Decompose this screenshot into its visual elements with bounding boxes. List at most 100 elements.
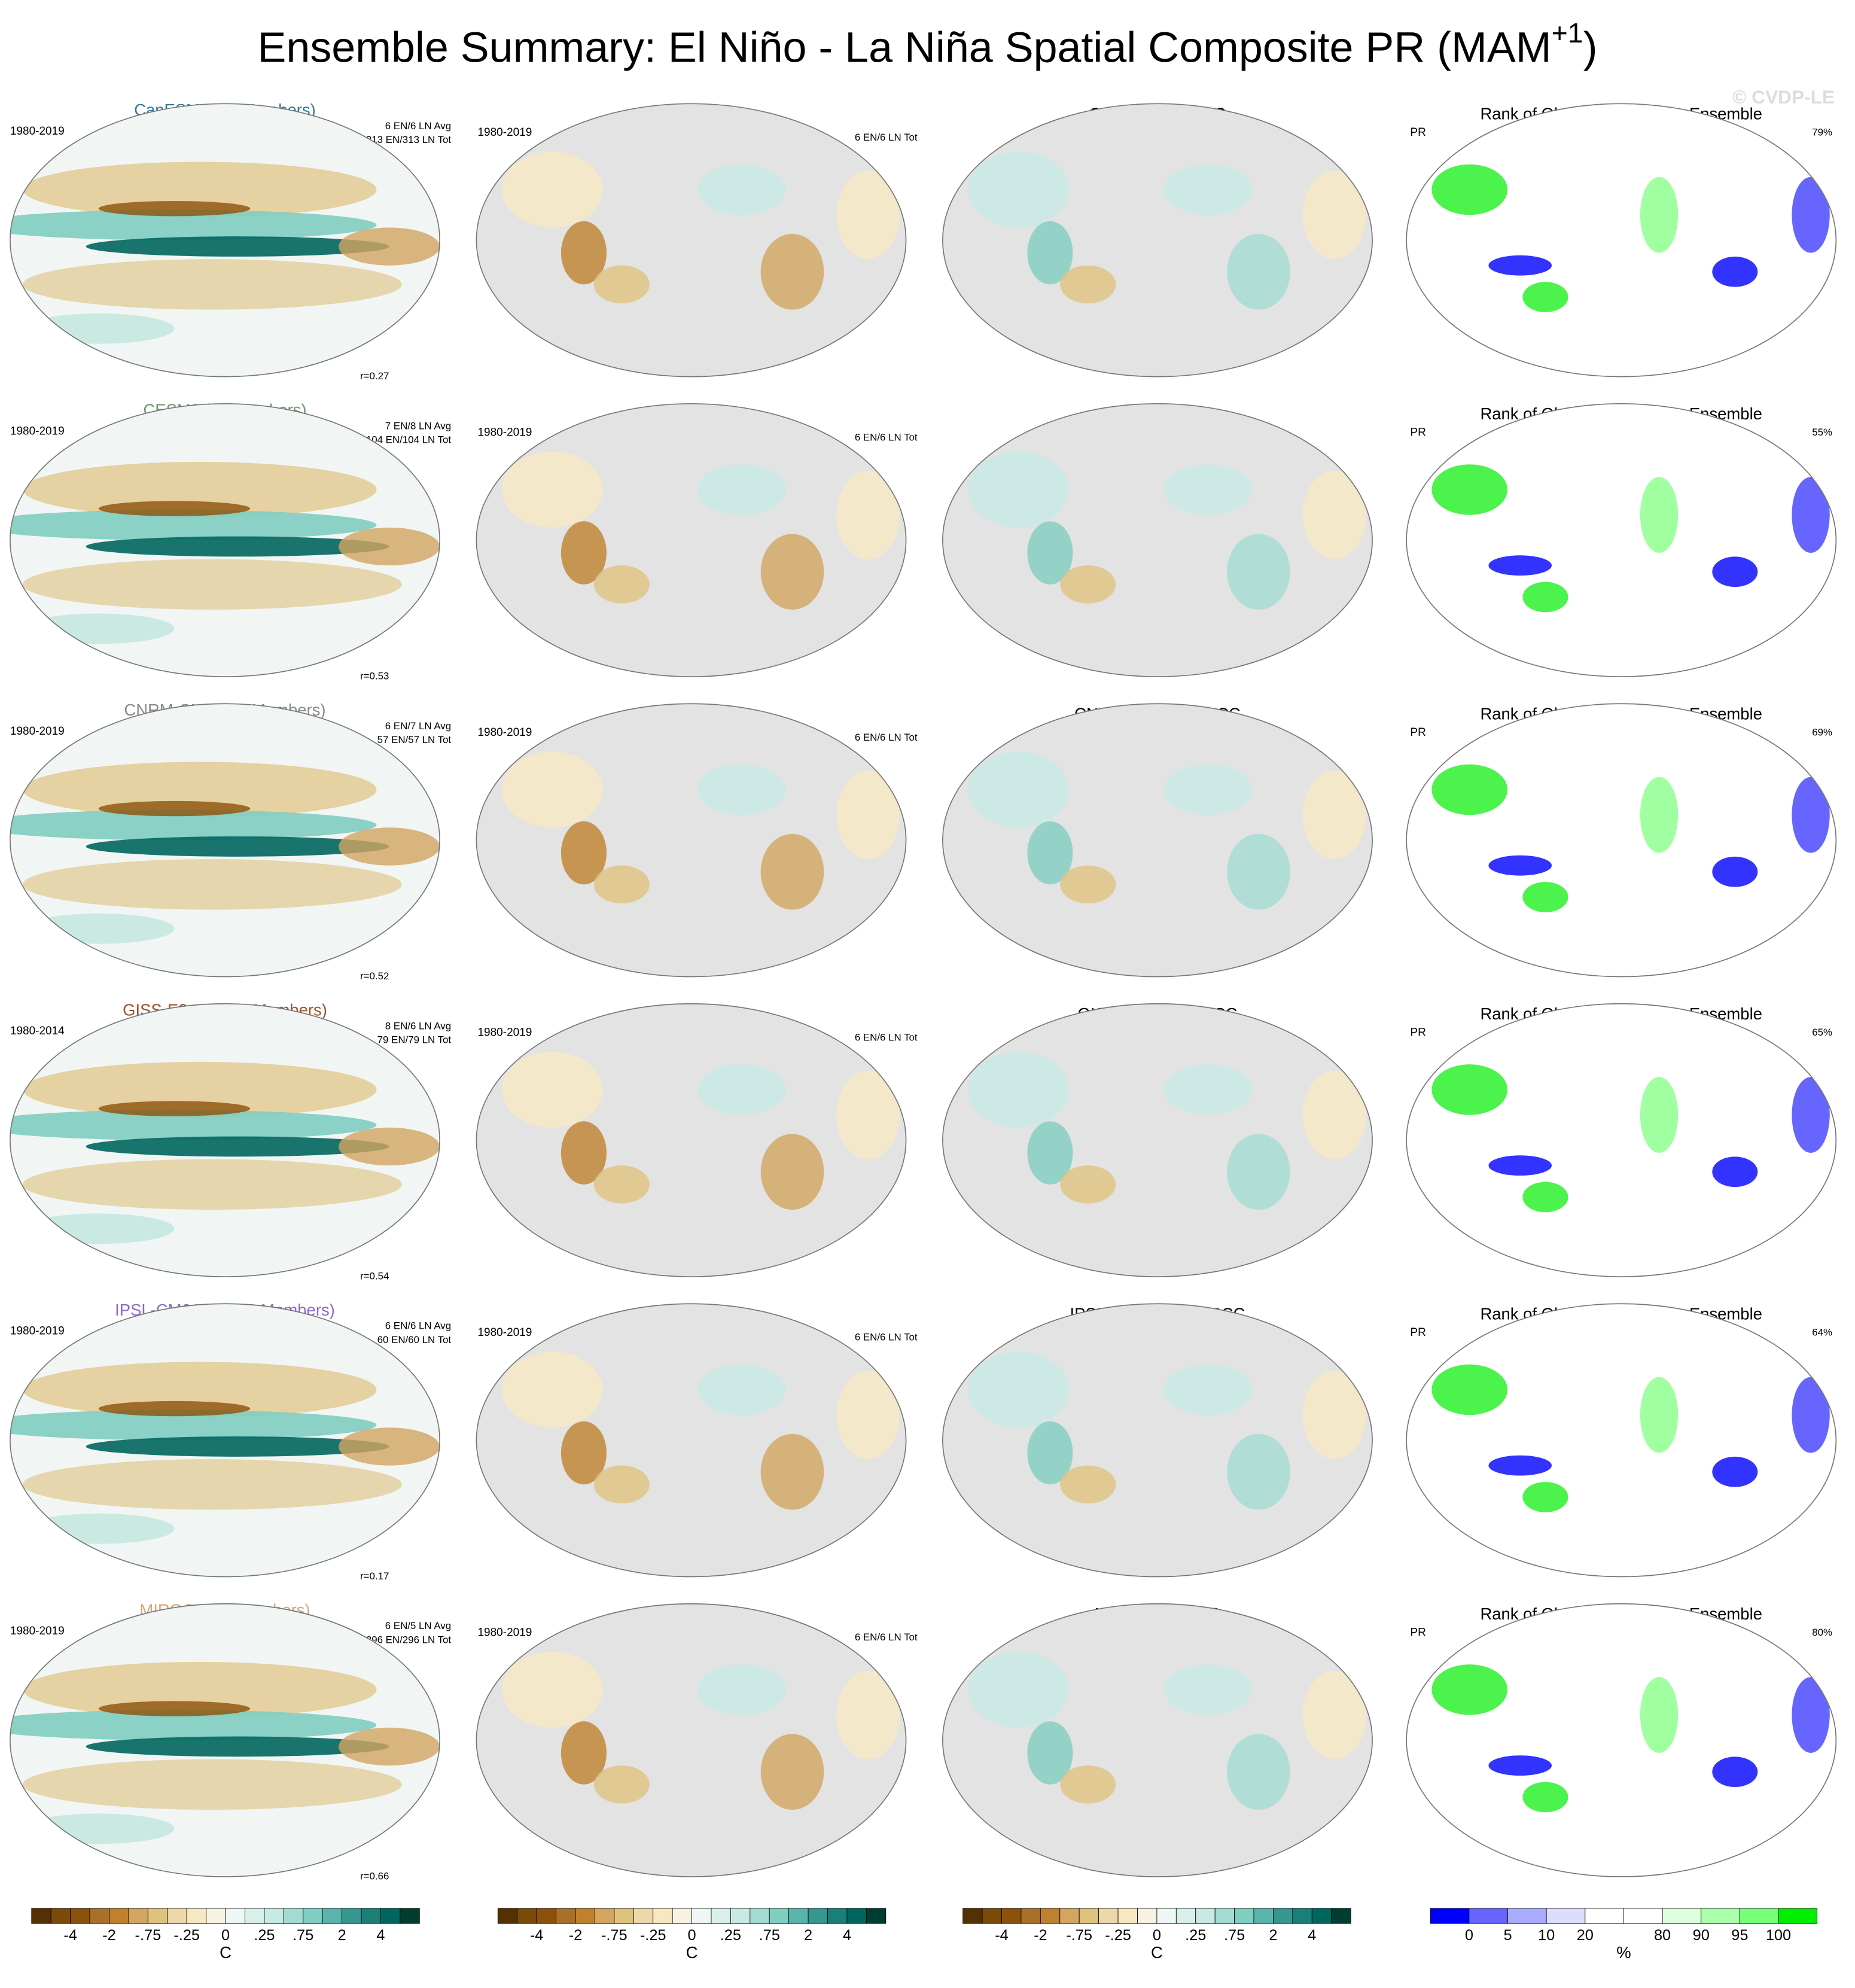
counts: 6 EN/5 LN Avg	[385, 1620, 451, 1631]
colorbar-box	[633, 1908, 654, 1924]
pattern-correlation: r=0.66	[360, 1870, 389, 1882]
colorbar-box	[866, 1908, 887, 1924]
colorbar-label: 2	[1269, 1927, 1277, 1944]
colorbar-unit: C	[686, 1943, 698, 1962]
map-shading	[1431, 164, 1508, 215]
map-shading	[1431, 464, 1508, 515]
colorbar-label: -4	[995, 1927, 1009, 1944]
map-outline	[1406, 703, 1837, 978]
colorbar-box	[556, 1908, 576, 1924]
colorbar-box	[614, 1908, 634, 1924]
map-shading	[760, 233, 824, 310]
map-shading	[1792, 777, 1830, 853]
obs-counts: 6 EN/6 LN Tot	[855, 1332, 918, 1343]
colorbar-label: 20	[1577, 1927, 1594, 1944]
counts: 79 EN/79 LN Tot	[377, 1034, 452, 1045]
map-shading	[968, 452, 1070, 528]
map-outline	[1406, 403, 1837, 677]
map-shading	[86, 1736, 389, 1757]
rank-var: PR	[1410, 1626, 1425, 1639]
map-shading	[1163, 1664, 1253, 1715]
map	[942, 1603, 1373, 1877]
counts: 104 EN/104 LN Tot	[366, 434, 452, 446]
colorbar-box	[788, 1908, 809, 1924]
map-shading	[1431, 1064, 1508, 1115]
map-shading	[760, 833, 824, 910]
map-shading	[760, 534, 824, 610]
counts: 57 EN/57 LN Tot	[377, 734, 452, 745]
map	[10, 703, 440, 978]
pattern-correlation: r=0.27	[360, 370, 389, 382]
map-shading	[23, 461, 377, 517]
map-field	[1431, 1364, 1830, 1512]
map-shading	[1060, 865, 1116, 904]
rank-percent: 79%	[1812, 126, 1832, 138]
map-outline	[10, 403, 440, 677]
obs-counts: 6 EN/6 LN Tot	[855, 132, 918, 143]
map-outline	[476, 703, 907, 978]
map-shading	[501, 1052, 603, 1128]
map	[10, 1003, 440, 1277]
colorbar-label: 100	[1766, 1927, 1791, 1944]
map-background	[942, 1603, 1373, 1877]
colorbar-label: -4	[530, 1927, 544, 1944]
map-shading	[1302, 1070, 1366, 1159]
map-shading	[1712, 256, 1758, 287]
colorbar-box	[380, 1908, 401, 1924]
pattern-correlation: r=0.54	[360, 1271, 389, 1282]
obs-counts: 6 EN/6 LN Tot	[855, 431, 918, 443]
map-background	[476, 1603, 906, 1877]
map	[10, 1603, 440, 1877]
map-outline	[10, 1003, 440, 1277]
colorbar-box	[50, 1908, 71, 1924]
colorbar-box	[1175, 1908, 1196, 1924]
obs-period: 1980-2019	[477, 1626, 532, 1639]
colorbar-label: .25	[1185, 1927, 1206, 1944]
map-shading	[501, 1351, 603, 1428]
colorbar-box	[1778, 1908, 1818, 1924]
map-background	[942, 103, 1373, 377]
colorbar-box	[31, 1908, 51, 1924]
map-shading	[98, 1701, 251, 1716]
colorbar-box	[1430, 1908, 1470, 1924]
map-background	[476, 403, 906, 677]
colorbar-box	[575, 1908, 595, 1924]
map	[1406, 1303, 1837, 1578]
map-shading	[10, 1409, 377, 1441]
map-shading	[836, 171, 900, 260]
map-shading	[760, 1734, 824, 1810]
map	[10, 403, 440, 677]
map-shading	[697, 164, 786, 215]
map-field	[968, 1351, 1366, 1510]
map-field	[968, 751, 1366, 910]
colorbar-label: .25	[720, 1927, 741, 1944]
period: 1980-2019	[10, 725, 65, 738]
map-shading	[561, 1421, 607, 1485]
map-background	[942, 704, 1373, 977]
map-background	[476, 1003, 906, 1277]
period: 1980-2019	[10, 125, 65, 138]
map-background	[476, 1304, 906, 1577]
map-background	[1406, 704, 1836, 977]
period: 1980-2019	[10, 425, 65, 437]
colorbar-box	[245, 1908, 265, 1924]
map-shading	[1712, 1456, 1758, 1487]
map-shading	[10, 809, 377, 841]
colorbar-box	[711, 1908, 731, 1924]
colorbar-box	[1079, 1908, 1099, 1924]
rank-var: PR	[1410, 726, 1425, 739]
map-background	[1406, 1603, 1836, 1877]
map-outline	[476, 1003, 907, 1277]
map-background	[476, 103, 906, 377]
map-shading	[836, 1371, 900, 1460]
map	[476, 703, 907, 978]
map	[476, 1603, 907, 1877]
map-shading	[339, 1727, 440, 1766]
map-shading	[1431, 1664, 1508, 1715]
colorbar-box	[692, 1908, 712, 1924]
map-shading	[1712, 856, 1758, 887]
map-shading	[1027, 521, 1073, 584]
colorbar-box	[982, 1908, 1002, 1924]
map-shading	[593, 1165, 650, 1204]
map-shading	[1163, 464, 1253, 515]
